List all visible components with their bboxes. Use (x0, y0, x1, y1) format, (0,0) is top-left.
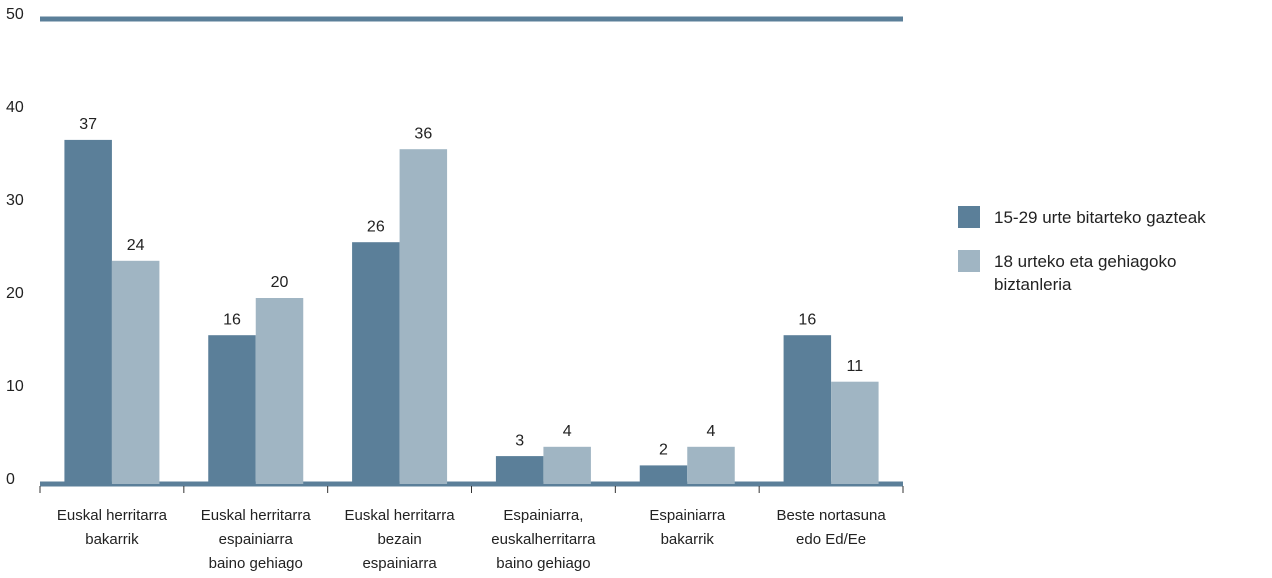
bar (639, 465, 688, 484)
value-label: 4 (707, 423, 716, 440)
bar (352, 242, 400, 484)
legend-item: 18 urteko eta gehiagoko biztanleria (958, 250, 1228, 296)
x-tick-label: Euskal herritarra (201, 507, 312, 524)
x-tick-label: baino gehiago (209, 555, 303, 572)
bar (399, 149, 448, 484)
x-tick-label: Euskal herritarra (345, 507, 456, 524)
bar (495, 456, 544, 484)
x-tick-label: euskalherritarra (491, 531, 596, 548)
x-tick-label: bakarrik (661, 531, 715, 548)
bar (64, 139, 112, 484)
x-tick-label: baino gehiago (496, 555, 590, 572)
legend-label: 15-29 urte bitarteko gazteak (994, 208, 1206, 227)
legend-label: 18 urteko eta gehiagoko biztanleria (994, 252, 1177, 294)
value-label: 16 (798, 311, 816, 328)
bar (831, 381, 879, 484)
value-label: 20 (271, 274, 289, 291)
x-tick-label: Euskal herritarra (57, 507, 168, 524)
bar (687, 446, 735, 484)
value-label: 24 (127, 237, 145, 254)
value-label: 11 (847, 358, 864, 375)
legend-item: 15-29 urte bitarteko gazteak (958, 206, 1228, 229)
value-label: 37 (79, 116, 97, 133)
y-tick-label: 40 (6, 99, 24, 116)
x-tick-label: edo Ed/Ee (796, 531, 866, 548)
bar (543, 446, 591, 484)
y-tick-label: 30 (6, 192, 24, 209)
value-label: 26 (367, 218, 385, 235)
x-tick-label: Espainiarra (649, 507, 726, 524)
x-tick-label: espainiarra (219, 531, 294, 548)
value-label: 2 (659, 442, 668, 459)
y-tick-label: 10 (6, 378, 24, 395)
x-tick-label: bezain (377, 531, 421, 548)
y-tick-label: 20 (6, 285, 24, 302)
x-tick-label: Espainiarra, (503, 507, 583, 524)
legend-swatch (958, 250, 980, 272)
y-tick-label: 50 (6, 6, 24, 23)
x-tick-label: bakarrik (85, 531, 139, 548)
bar (783, 335, 832, 484)
value-label: 36 (414, 125, 432, 142)
value-label: 16 (223, 311, 241, 328)
y-tick-label: 0 (6, 471, 15, 488)
bar (208, 335, 256, 484)
value-label: 4 (563, 423, 572, 440)
x-tick-label: Beste nortasuna (776, 507, 886, 524)
x-tick-label: espainiarra (362, 555, 437, 572)
bar (111, 260, 160, 484)
legend-swatch (958, 206, 980, 228)
bar (255, 298, 304, 484)
value-label: 3 (515, 432, 524, 449)
